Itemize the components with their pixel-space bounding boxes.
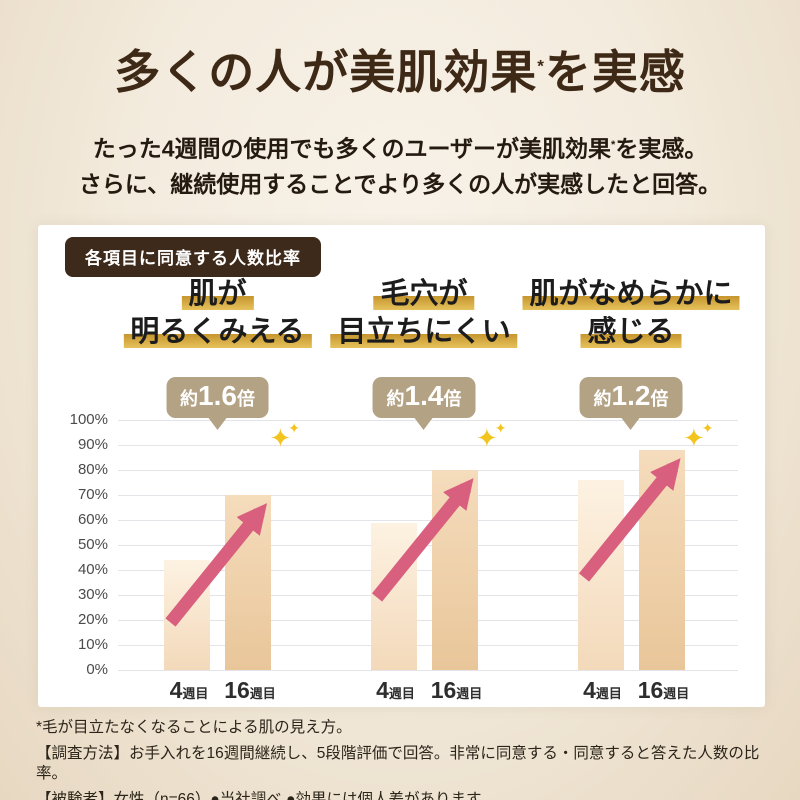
gridline xyxy=(118,620,738,621)
multiplier-value: 1.4 xyxy=(404,380,444,411)
y-axis-tick-label: 40% xyxy=(77,561,108,578)
y-axis-tick-label: 20% xyxy=(77,611,108,628)
footnote-asterisk-note: *毛が目立たなくなることによる肌の見え方。 xyxy=(36,719,352,736)
multiplier-value: 1.2 xyxy=(611,380,651,411)
y-axis-tick-label: 0% xyxy=(86,661,108,678)
footnote-method: 【調査方法】お手入れを16週間継続し、5段階評価で回答。非常に同意する・同意する… xyxy=(36,745,760,782)
y-axis-tick-label: 100% xyxy=(69,411,108,428)
multiplier-suffix: 倍 xyxy=(236,389,255,409)
bar-week16-group1 xyxy=(225,495,271,670)
x-axis-label: 4週目 xyxy=(583,677,622,703)
chart-title-badge: 各項目に同意する人数比率 xyxy=(65,237,321,277)
bar-week16-group2 xyxy=(431,470,478,670)
y-axis-tick-label: 70% xyxy=(77,486,108,503)
x-axis-label: 4週目 xyxy=(169,677,209,703)
sparkle-icon: ✦✦ xyxy=(683,420,714,453)
multiplier-bubble-1: 約1.6倍 xyxy=(166,377,269,430)
page-title-main: 多くの人が美肌効果 xyxy=(114,46,538,98)
multiplier-prefix: 約 xyxy=(593,389,612,409)
y-axis-tick-label: 90% xyxy=(77,436,108,453)
bar-week16-group3 xyxy=(638,450,685,670)
footnotes: *毛が目立たなくなることによる肌の見え方。 【調査方法】お手入れを16週間継続し… xyxy=(36,718,776,800)
multiplier-value: 1.6 xyxy=(198,380,237,411)
subtitle-line2: さらに、継続使用することでより多くの人が実感したと回答。 xyxy=(78,170,722,197)
gridline xyxy=(118,445,738,446)
multiplier-suffix: 倍 xyxy=(443,389,462,409)
y-axis-tick-label: 50% xyxy=(77,536,108,553)
gridline xyxy=(118,670,738,671)
group-header-line: 目立ちにくい xyxy=(330,316,518,348)
x-axis-label: 4週目 xyxy=(376,677,415,703)
x-axis-label: 16週目 xyxy=(430,677,483,703)
gridline xyxy=(118,470,738,471)
x-axis-label: 16週目 xyxy=(637,677,690,703)
multiplier-prefix: 約 xyxy=(386,389,405,409)
y-axis-tick-label: 80% xyxy=(77,461,108,478)
group-header-line: 毛穴が xyxy=(373,278,475,310)
x-axis-label: 16週目 xyxy=(224,677,276,703)
group-header-2: 毛穴が 目立ちにくい xyxy=(330,275,518,351)
y-axis-tick-label: 10% xyxy=(77,636,108,653)
group-header-line: 明るくみえる xyxy=(123,316,312,348)
multiplier-bubble-2: 約1.4倍 xyxy=(372,377,476,430)
multiplier-bubble-3: 約1.2倍 xyxy=(579,377,683,430)
group-header-line: 肌が xyxy=(181,278,254,310)
group-header-line: 肌がなめらかに xyxy=(522,278,740,310)
sparkle-icon: ✦✦ xyxy=(476,420,507,453)
title-asterisk: * xyxy=(537,56,545,76)
gridline xyxy=(118,645,738,646)
subtitle-line1-post: を実感。 xyxy=(615,135,708,162)
footnote-subjects: 【被験者】女性（n=66）●当社調べ ●効果には個人差があります xyxy=(36,791,482,800)
bar-week4-group3 xyxy=(577,480,624,670)
multiplier-suffix: 倍 xyxy=(650,389,669,409)
bar-chart: 0% 10% 20% 30% 40% 50% 60% 70% 80% 90% 100% 肌が明るくみえ… xyxy=(38,225,765,707)
page-title: 多くの人が美肌効果*を実感 xyxy=(0,36,800,102)
bar-week4-group1 xyxy=(164,560,210,670)
group-header-3: 肌がなめらかに 感じる xyxy=(522,275,740,351)
group-header-1: 肌が 明るくみえる xyxy=(123,275,312,351)
group-header-line: 感じる xyxy=(580,316,682,348)
chart-card: 各項目に同意する人数比率 0% 10% 20% 30% 40% 50% 60% 70% 80% 9… xyxy=(38,225,765,707)
subtitle-asterisk: * xyxy=(611,139,616,151)
page-title-tail: を実感 xyxy=(544,46,686,98)
bar-week4-group2 xyxy=(370,522,417,670)
y-axis-tick-label: 30% xyxy=(77,586,108,603)
sparkle-icon: ✦✦ xyxy=(269,420,301,453)
subtitle: たった4週間の使用でも多くのユーザーが美肌効果*を実感。さらに、継続使用すること… xyxy=(0,128,800,202)
multiplier-prefix: 約 xyxy=(180,389,199,409)
y-axis-tick-label: 60% xyxy=(77,511,108,528)
subtitle-line1-pre: たった4週間の使用でも多くのユーザーが美肌効果 xyxy=(92,135,612,162)
